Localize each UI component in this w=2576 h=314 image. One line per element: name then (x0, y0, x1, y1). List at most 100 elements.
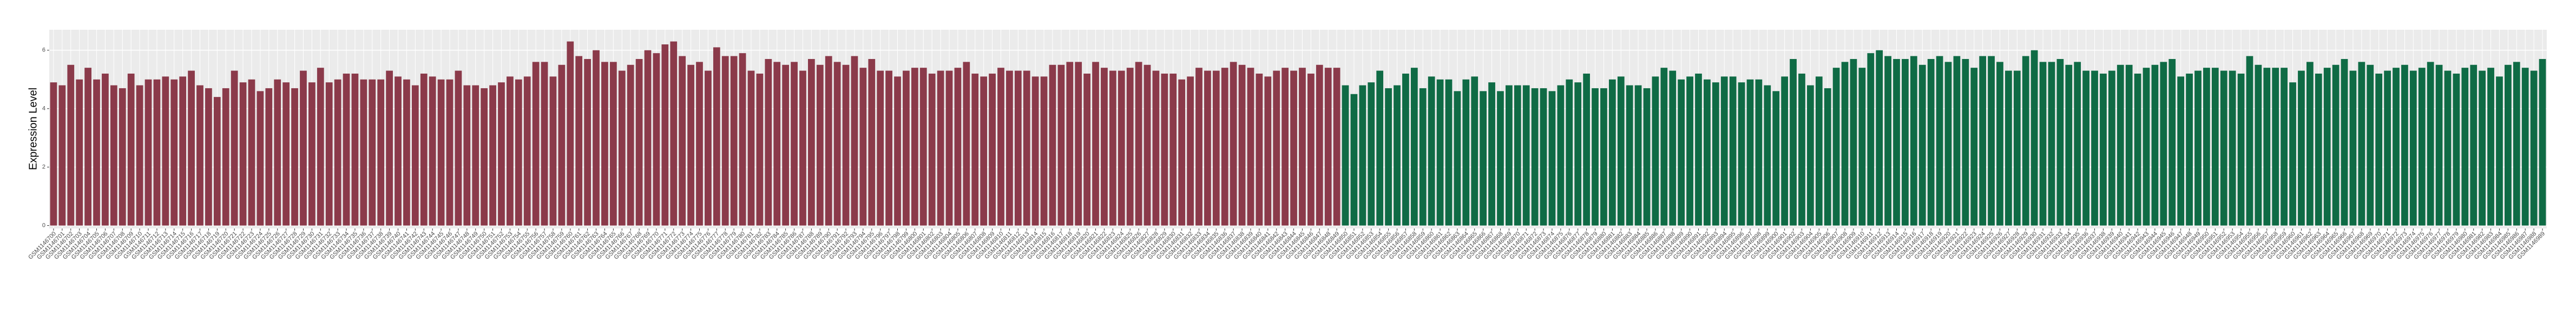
bar (1772, 91, 1780, 226)
bar (153, 79, 161, 226)
bar (334, 79, 341, 226)
bar (308, 82, 316, 226)
bar (1075, 62, 1082, 226)
bar (997, 68, 1004, 226)
bar (971, 73, 979, 226)
bar (1712, 82, 1719, 226)
bar (1462, 79, 1470, 226)
bar (1480, 91, 1487, 226)
bar (584, 58, 591, 226)
bar (1832, 68, 1840, 226)
bar (963, 62, 970, 226)
bar (1798, 73, 1805, 226)
bar (2401, 64, 2408, 226)
bar (196, 85, 203, 226)
bar (1970, 68, 1978, 226)
bar (1402, 73, 1409, 226)
bar (1152, 70, 1160, 226)
bar (170, 79, 178, 226)
bar (1195, 68, 1202, 226)
bar (549, 76, 557, 226)
bar (1600, 88, 1607, 226)
bar (2323, 68, 2331, 226)
bar (1204, 70, 1211, 226)
bar (248, 79, 255, 226)
bar (67, 64, 75, 226)
bar (937, 70, 944, 226)
bar (1359, 85, 1366, 226)
bar (2082, 70, 2089, 226)
bar (2194, 70, 2202, 226)
bar (1212, 70, 1220, 226)
bar (1996, 62, 2003, 226)
bar (1592, 88, 1599, 226)
bar (265, 88, 273, 226)
bar (1057, 64, 1065, 226)
bar (291, 88, 298, 226)
bar (1178, 79, 1186, 226)
bar (825, 56, 832, 226)
bar (1746, 79, 1754, 226)
bar (1316, 64, 1323, 226)
bar (1686, 76, 1693, 226)
bar (1264, 76, 1272, 226)
bar (1720, 76, 1728, 226)
bar (282, 82, 290, 226)
bar (1471, 76, 1478, 226)
bar (1988, 56, 1995, 226)
bar (515, 79, 522, 226)
bar (2444, 70, 2452, 226)
bar (386, 70, 393, 226)
bar (472, 85, 479, 226)
bar (1273, 70, 1280, 226)
bar (2100, 73, 2107, 226)
bar (2298, 70, 2305, 226)
bar (816, 64, 824, 226)
bar (2134, 73, 2141, 226)
bar (919, 68, 927, 226)
bar (2005, 70, 2012, 226)
bar (2332, 64, 2340, 226)
bar (799, 70, 806, 226)
bar (877, 70, 884, 226)
bar (868, 58, 876, 226)
bar (1867, 53, 1875, 226)
bar (1118, 70, 1125, 226)
bar (532, 62, 540, 226)
bar (627, 64, 634, 226)
bar (274, 79, 281, 226)
bar (222, 88, 229, 226)
bar (179, 76, 187, 226)
bar (395, 76, 402, 226)
bar (2418, 68, 2426, 226)
bar (2470, 64, 2478, 226)
bar (558, 64, 566, 226)
bar (1238, 64, 1246, 226)
bar (1221, 68, 1228, 226)
bar (257, 91, 264, 226)
bar (1755, 79, 1763, 226)
bar (1807, 85, 1814, 226)
bar (989, 73, 996, 226)
bar (1944, 62, 1952, 226)
bar (1617, 76, 1625, 226)
y-tick-label: 4 (42, 106, 45, 112)
bar (420, 73, 428, 226)
bar (1031, 76, 1039, 226)
bar (894, 76, 901, 226)
bar (2186, 73, 2193, 226)
bar (541, 62, 548, 226)
bar (2065, 64, 2073, 226)
bar (773, 62, 781, 226)
bar (756, 73, 764, 226)
bar (765, 58, 772, 226)
bar (446, 79, 454, 226)
bar (2203, 68, 2210, 226)
bar (429, 76, 436, 226)
bar (679, 56, 686, 226)
bar (1187, 76, 1194, 226)
bar (782, 64, 789, 226)
bar (1488, 82, 1495, 226)
y-tick-label: 0 (42, 223, 45, 229)
